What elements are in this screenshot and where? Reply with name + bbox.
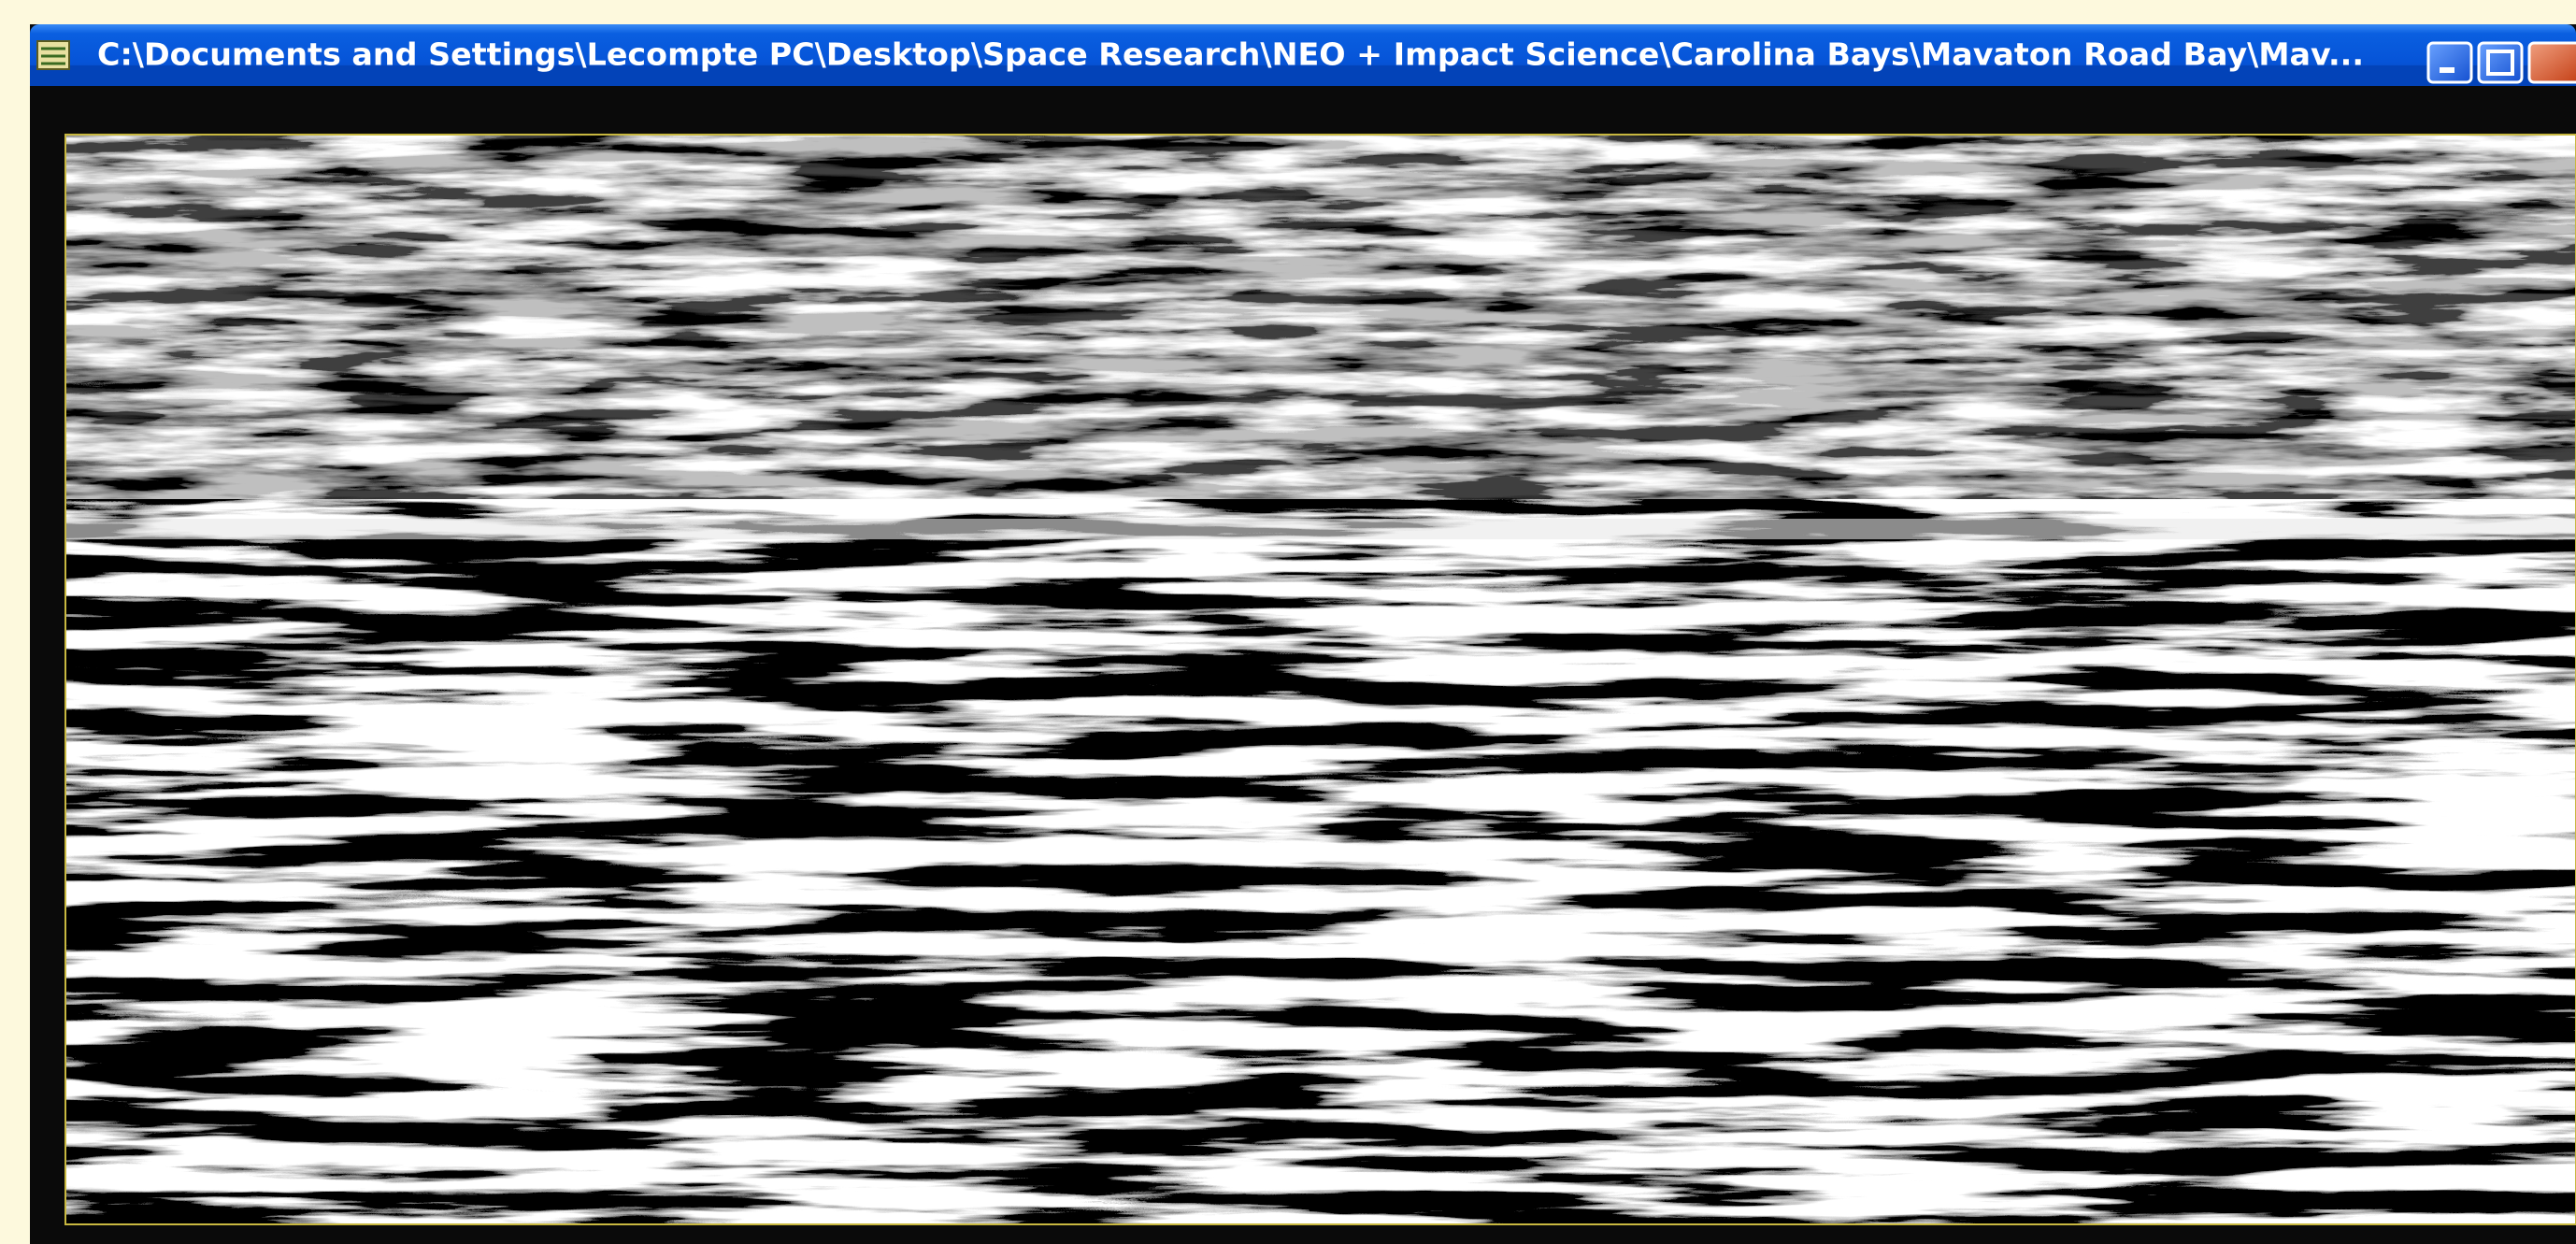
screenshot: C:\Documents and Settings\Lecompte PC\De… — [0, 0, 2576, 1244]
radargram-image — [65, 135, 2576, 1224]
minimize-button[interactable] — [2428, 43, 2471, 82]
page: C:\Documents and Settings\Lecompte PC\De… — [0, 0, 2576, 1244]
window-icon — [37, 41, 69, 69]
window-title: C:\Documents and Settings\Lecompte PC\De… — [97, 36, 2364, 73]
maximize-button[interactable] — [2479, 43, 2522, 82]
close-button[interactable] — [2529, 43, 2576, 82]
